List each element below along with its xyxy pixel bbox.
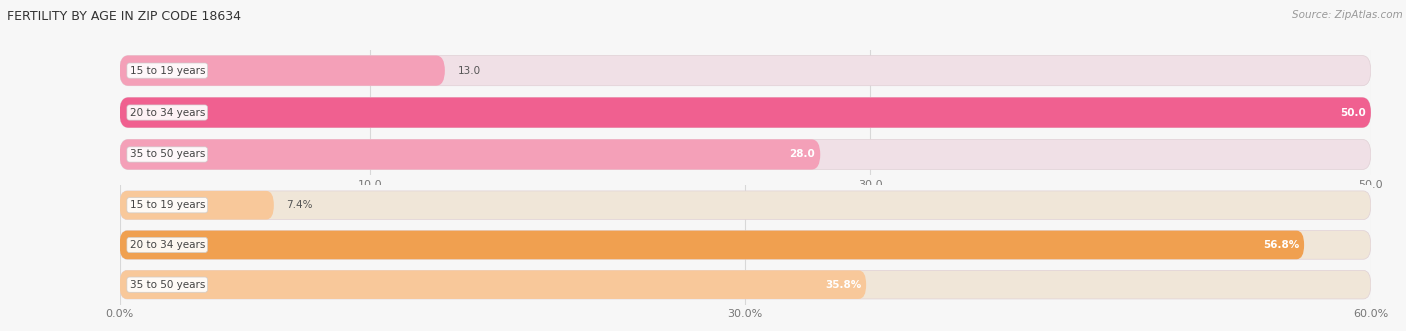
Text: FERTILITY BY AGE IN ZIP CODE 18634: FERTILITY BY AGE IN ZIP CODE 18634 — [7, 10, 240, 23]
Text: 35 to 50 years: 35 to 50 years — [129, 280, 205, 290]
Text: 50.0: 50.0 — [1340, 108, 1365, 118]
Text: 20 to 34 years: 20 to 34 years — [129, 108, 205, 118]
FancyBboxPatch shape — [120, 97, 1371, 128]
FancyBboxPatch shape — [120, 191, 1371, 219]
Text: 56.8%: 56.8% — [1263, 240, 1299, 250]
FancyBboxPatch shape — [120, 231, 1305, 259]
Text: 35.8%: 35.8% — [825, 280, 860, 290]
Text: 28.0: 28.0 — [790, 150, 815, 160]
FancyBboxPatch shape — [120, 56, 1371, 86]
FancyBboxPatch shape — [120, 97, 1371, 128]
Text: 15 to 19 years: 15 to 19 years — [129, 66, 205, 75]
Text: 13.0: 13.0 — [457, 66, 481, 75]
Text: 7.4%: 7.4% — [287, 200, 314, 210]
FancyBboxPatch shape — [120, 270, 866, 299]
FancyBboxPatch shape — [120, 191, 274, 219]
FancyBboxPatch shape — [120, 139, 1371, 169]
FancyBboxPatch shape — [120, 56, 444, 86]
FancyBboxPatch shape — [120, 139, 820, 169]
Text: 35 to 50 years: 35 to 50 years — [129, 150, 205, 160]
FancyBboxPatch shape — [120, 231, 1371, 259]
Text: Source: ZipAtlas.com: Source: ZipAtlas.com — [1292, 10, 1403, 20]
FancyBboxPatch shape — [120, 270, 1371, 299]
Text: 15 to 19 years: 15 to 19 years — [129, 200, 205, 210]
Text: 20 to 34 years: 20 to 34 years — [129, 240, 205, 250]
